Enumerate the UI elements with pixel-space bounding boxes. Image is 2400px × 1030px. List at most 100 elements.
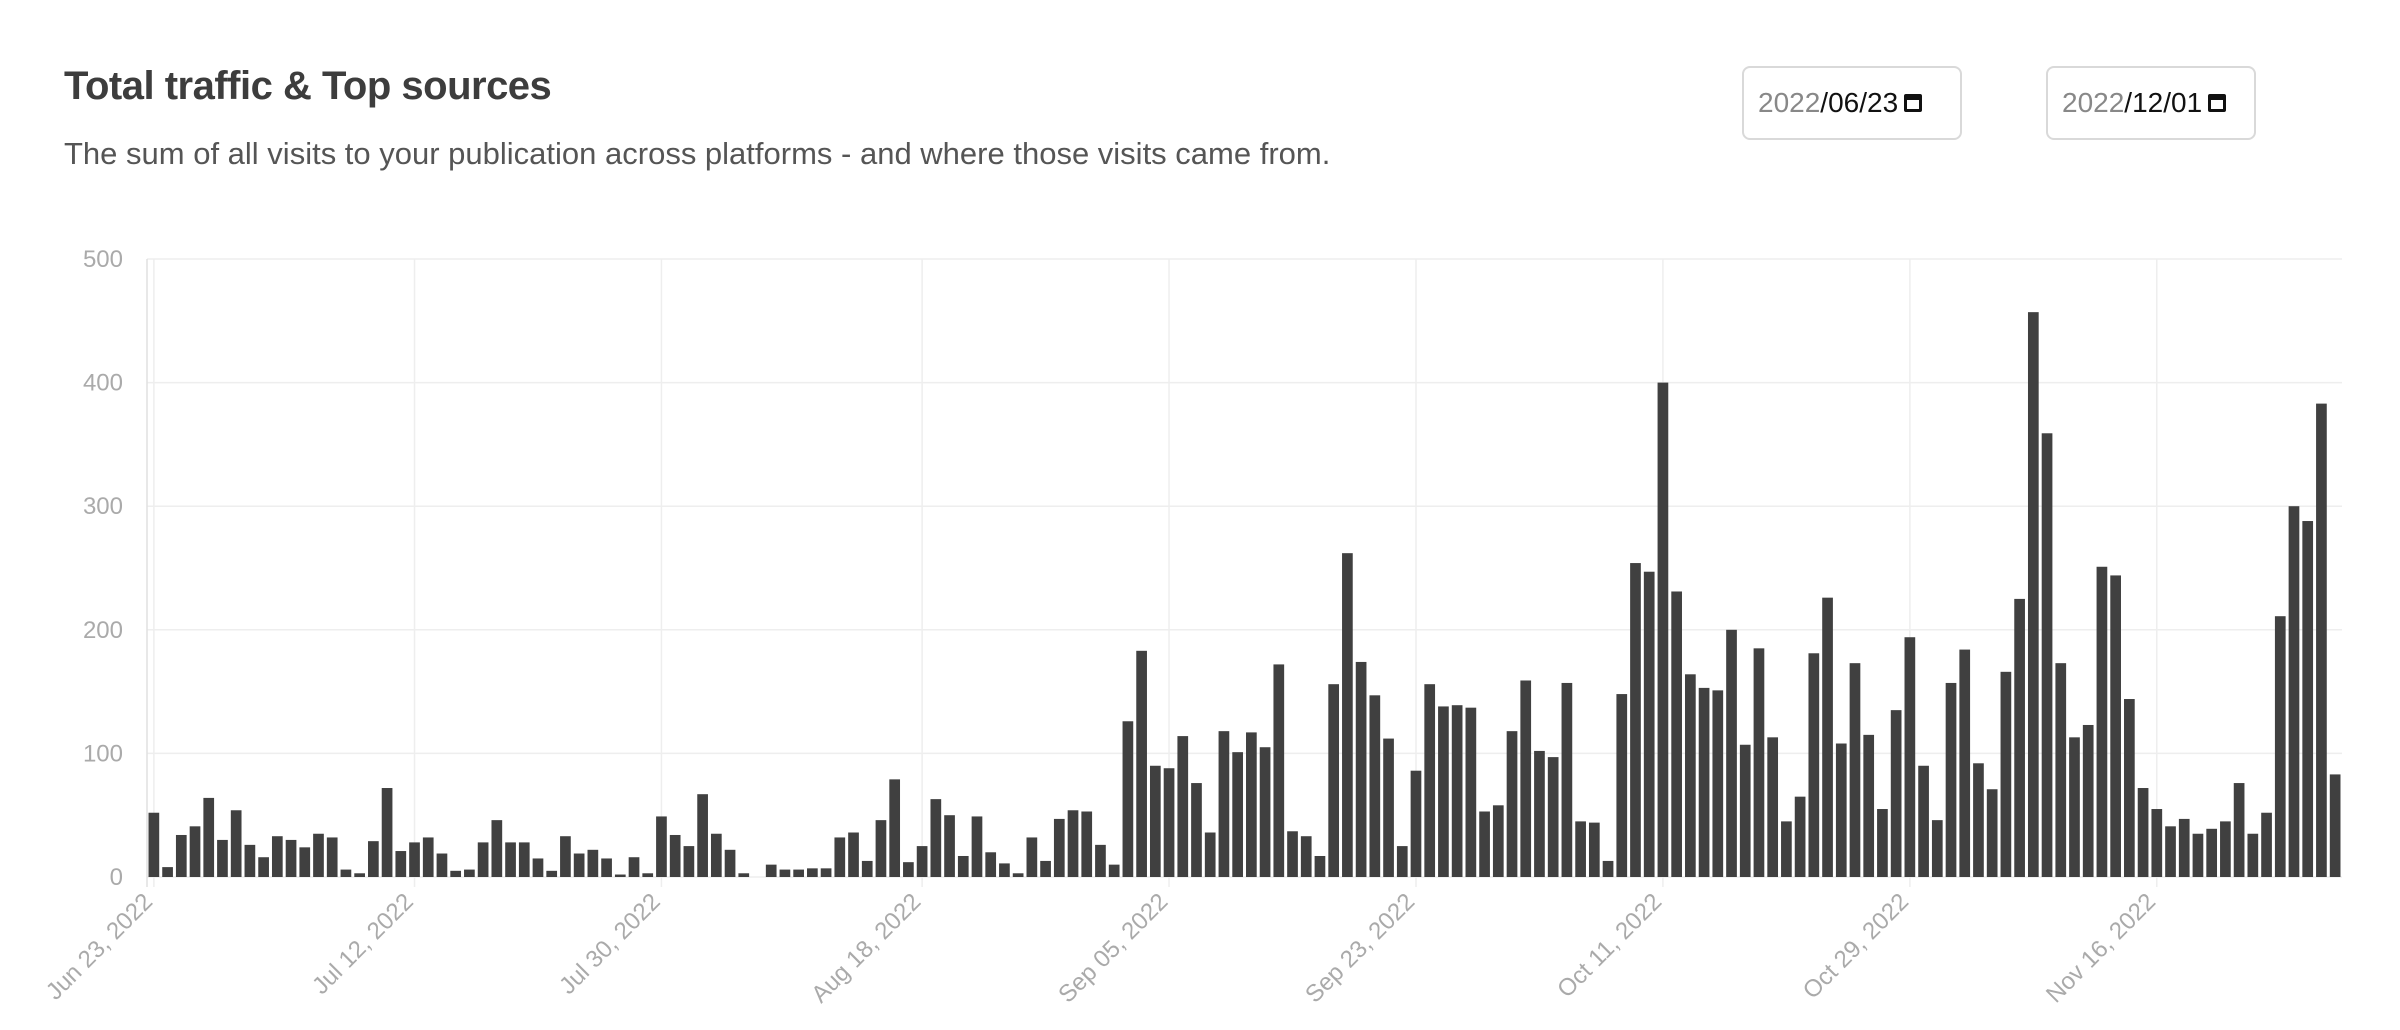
end-date-input[interactable]: 2022/12/01: [2046, 66, 2256, 140]
bar: [162, 867, 173, 877]
bar: [1534, 750, 1545, 877]
bar: [1383, 738, 1394, 877]
bar: [1451, 705, 1463, 877]
bar: [217, 839, 228, 877]
bar: [889, 779, 901, 877]
y-tick-label: 400: [83, 370, 123, 397]
bar: [1561, 682, 1573, 877]
bar: [903, 862, 914, 877]
bar: [340, 869, 352, 877]
bar: [1904, 637, 1916, 877]
bar: [1342, 553, 1353, 877]
bar: [1438, 706, 1449, 877]
bar: [2274, 616, 2286, 877]
bar: [1986, 789, 1998, 877]
bar: [1506, 731, 1518, 877]
bar: [2014, 598, 2025, 877]
chart-grid: [146, 258, 2342, 887]
bar: [1246, 732, 1257, 877]
bar: [189, 826, 201, 877]
bar: [601, 858, 612, 877]
bar: [1026, 837, 1038, 877]
calendar-icon[interactable]: [1904, 94, 1923, 112]
bar: [2124, 699, 2135, 877]
bar: [738, 873, 750, 877]
bar: [1369, 695, 1381, 877]
bar: [1328, 684, 1340, 877]
bar: [985, 852, 997, 877]
bar: [1863, 734, 1875, 877]
end-date-month-day: /12/01: [2124, 87, 2203, 118]
bar: [1040, 860, 1051, 877]
bar: [1053, 818, 1065, 877]
bar: [464, 869, 475, 877]
page-title: Total traffic & Top sources: [64, 64, 552, 108]
bar: [2082, 724, 2094, 877]
bar: [971, 816, 983, 877]
bar: [944, 815, 955, 877]
bar: [1945, 682, 1957, 877]
bar: [1726, 629, 1737, 877]
bar: [2192, 833, 2204, 877]
bar: [505, 842, 516, 877]
bar: [491, 820, 503, 877]
bar: [1465, 707, 1477, 877]
bar: [1300, 836, 1312, 877]
y-tick-label: 300: [83, 493, 123, 520]
bar: [1232, 752, 1243, 877]
bar: [1163, 768, 1175, 877]
bar: [793, 869, 804, 877]
bar: [1931, 820, 1943, 877]
bar: [299, 847, 311, 877]
bar: [697, 794, 708, 877]
bar: [1259, 747, 1271, 877]
bar: [1204, 832, 1216, 877]
bar: [2206, 828, 2218, 877]
x-tick-label: Sep 23, 2022: [1300, 888, 1420, 1008]
bar: [1657, 382, 1669, 877]
bar: [1616, 694, 1628, 877]
bar: [656, 816, 667, 877]
x-tick-label: Aug 18, 2022: [806, 888, 926, 1008]
x-tick-label: Jun 23, 2022: [41, 888, 158, 1005]
bar: [765, 864, 777, 877]
bar: [1602, 860, 1614, 877]
x-tick-label: Oct 29, 2022: [1798, 888, 1914, 1004]
bar: [546, 870, 558, 877]
bar: [1136, 650, 1147, 877]
bar: [930, 799, 942, 877]
bar: [1588, 822, 1600, 877]
bar: [1918, 765, 1929, 877]
bar: [1547, 757, 1559, 877]
bar: [1698, 687, 1710, 877]
bar: [1108, 864, 1120, 877]
bar: [1122, 721, 1134, 877]
calendar-icon[interactable]: [2208, 94, 2227, 112]
bar: [1973, 763, 1984, 877]
bar: [1575, 821, 1586, 877]
bar: [1671, 591, 1682, 877]
bar: [1753, 648, 1765, 877]
bar: [2055, 663, 2067, 877]
bar: [683, 846, 695, 877]
bar: [532, 858, 544, 877]
bar: [313, 833, 324, 877]
bar: [560, 836, 571, 877]
bar: [2329, 774, 2341, 877]
x-axis-ticks: Jun 23, 2022 Jul 12, 2022 Jul 30, 2022 Aug …: [41, 888, 2161, 1008]
bar: [1822, 597, 1833, 877]
start-date-input[interactable]: 2022/06/23: [1742, 66, 1962, 140]
bar: [1191, 783, 1202, 877]
bar: [1492, 805, 1504, 877]
bar: [326, 837, 338, 877]
start-date-month-day: /06/23: [1820, 87, 1899, 118]
y-axis-ticks: 0 100 200 300 400 500: [83, 246, 123, 891]
bar: [1177, 736, 1189, 877]
bar: [861, 860, 873, 877]
bar: [409, 842, 420, 877]
bar: [2069, 737, 2080, 877]
bar: [957, 855, 969, 877]
bar: [244, 844, 256, 877]
bar: [2302, 521, 2314, 877]
